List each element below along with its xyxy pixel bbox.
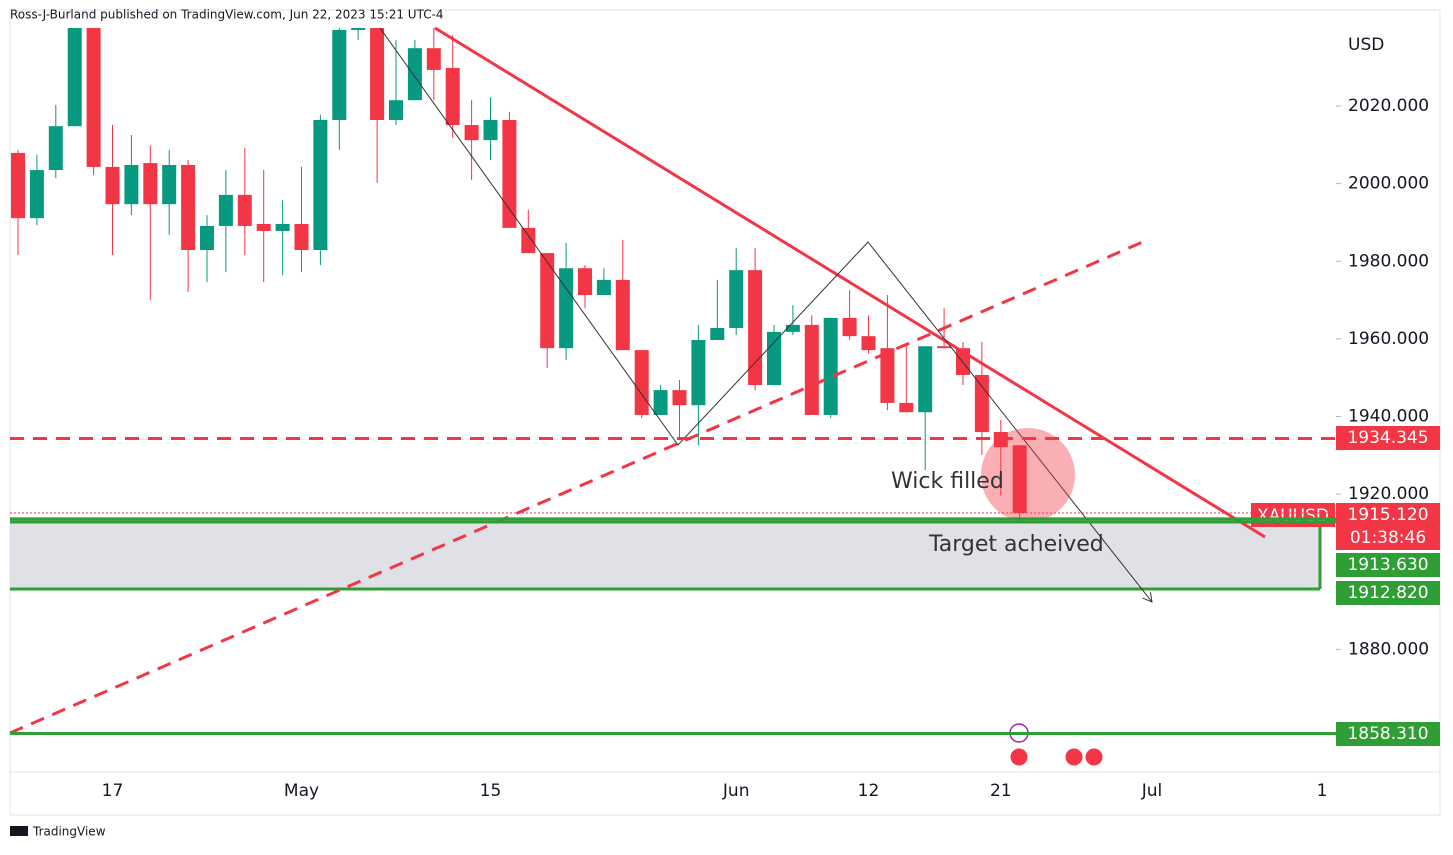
candle-body — [691, 340, 706, 406]
candle-body — [596, 279, 611, 296]
price-badge — [1336, 503, 1440, 527]
candle-body — [974, 374, 989, 433]
candle-body — [653, 390, 668, 415]
candle-body — [804, 324, 819, 415]
y-tick-label: 2020.000 — [1348, 96, 1429, 116]
candle-body — [389, 100, 403, 120]
candle-body — [124, 165, 139, 205]
countdown: 01:38:46 — [1350, 528, 1426, 548]
candle-body — [710, 328, 725, 341]
candle-body — [294, 223, 309, 250]
annotation: Target acheived — [928, 532, 1104, 557]
candle-body — [502, 119, 517, 228]
logo — [10, 826, 28, 836]
candle-body — [237, 194, 252, 226]
price-badge-label: 1913.630 — [1347, 555, 1428, 575]
candle-body — [559, 268, 574, 349]
price-badge-label: 1858.310 — [1347, 724, 1428, 744]
candle-body — [578, 268, 592, 296]
plot — [11, 28, 1027, 521]
candle-body — [937, 346, 952, 349]
candle-body — [748, 270, 763, 386]
price-badge-label: 1915.120 — [1347, 505, 1428, 525]
projection-path — [379, 27, 1152, 602]
candle-body — [181, 165, 196, 250]
x-tick-label: 15 — [480, 781, 502, 801]
candle-body — [1012, 445, 1027, 514]
candle-body — [67, 28, 82, 127]
candle-body — [880, 348, 895, 403]
candle-body — [521, 227, 536, 254]
candle-body — [767, 331, 781, 386]
x-tick-label: 12 — [858, 781, 880, 801]
candle-body — [11, 152, 25, 219]
candle-body — [785, 324, 800, 332]
x-tick-label: Jun — [722, 781, 750, 801]
event-icon — [1009, 747, 1029, 767]
candle-body — [464, 125, 479, 141]
y-tick-label: 2000.000 — [1348, 174, 1429, 194]
candle-body — [407, 48, 422, 101]
x-tick-label: Jul — [1141, 781, 1163, 801]
candle-body — [445, 67, 460, 126]
candle-body — [86, 28, 101, 167]
frame — [9, 9, 1441, 816]
candle-body — [162, 165, 177, 205]
x-tick-label: 21 — [990, 781, 1012, 801]
y-tick-label: 1980.000 — [1348, 251, 1429, 271]
candle-body — [351, 28, 366, 30]
candle-body — [256, 223, 271, 231]
candle-body — [615, 279, 630, 351]
candle-body — [823, 317, 838, 415]
candle-body — [370, 28, 385, 120]
candle-body — [842, 317, 857, 337]
candle-body — [861, 336, 876, 351]
candle-body — [426, 48, 441, 70]
candle-body — [275, 223, 290, 231]
highlight-circle — [981, 428, 1075, 522]
countdown-badge — [1336, 527, 1440, 550]
candle-body — [200, 225, 214, 250]
y-tick-label: 1960.000 — [1348, 329, 1429, 349]
target-zone — [10, 518, 1320, 589]
candle-body — [105, 166, 120, 205]
candle-body — [29, 170, 44, 219]
candle-body — [672, 390, 687, 406]
resistance-trendline — [434, 26, 1266, 539]
footer: TradingView — [32, 825, 106, 839]
candle-body — [729, 270, 744, 329]
candle-body — [918, 346, 933, 413]
x-tick-label: 17 — [102, 781, 124, 801]
event-icon — [1064, 747, 1084, 767]
currency: USD — [1348, 35, 1384, 55]
event-icon — [1084, 747, 1104, 767]
candle-body — [483, 119, 498, 141]
price-badge — [1336, 426, 1440, 450]
candle-body — [332, 29, 347, 120]
y-tick-label: 1920.000 — [1348, 484, 1429, 504]
y-tick-label: 1880.000 — [1348, 639, 1429, 659]
price-badge-label: 1934.345 — [1347, 428, 1428, 448]
price-badge-label: 1912.820 — [1347, 583, 1428, 603]
candle-body — [143, 163, 158, 205]
header: Ross-J-Burland published on TradingView.… — [10, 8, 444, 22]
price-badge — [1336, 581, 1440, 605]
candle-body — [48, 126, 63, 171]
x-tick-label: 1 — [1317, 781, 1328, 801]
candle-body — [634, 350, 649, 415]
annotation: Wick filled — [891, 469, 1004, 494]
candle-body — [218, 194, 233, 226]
candle-body — [540, 253, 555, 349]
price-badge — [1336, 722, 1440, 746]
y-tick-label: 1940.000 — [1348, 406, 1429, 426]
x-tick-label: May — [284, 781, 319, 801]
price-badge — [1336, 553, 1440, 577]
candle-body — [899, 402, 914, 413]
candle-body — [313, 119, 328, 250]
